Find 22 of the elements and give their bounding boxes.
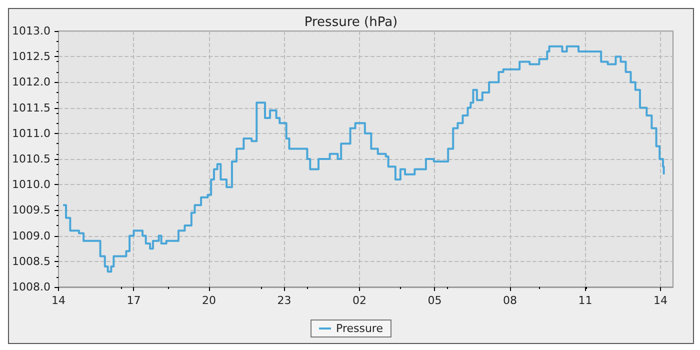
x-tick-label: 14 <box>51 294 66 307</box>
x-tick-label: 14 <box>653 294 668 307</box>
x-tick-label: 23 <box>277 294 292 307</box>
y-tick-label: 1012.5 <box>12 50 50 64</box>
y-tick-label: 1009.5 <box>12 204 50 217</box>
y-tick-label: 1009.0 <box>12 229 50 242</box>
y-tick-label: 1010.5 <box>12 152 50 166</box>
x-tick-label: 02 <box>352 294 366 307</box>
x-tick-label: 05 <box>428 294 442 307</box>
y-tick-label: 1008.5 <box>12 254 50 268</box>
y-tick-label: 1011.5 <box>12 101 50 114</box>
y-tick-label: 1012.0 <box>12 76 50 89</box>
y-tick-label: 1008.0 <box>12 280 50 294</box>
x-tick-label: 20 <box>202 294 216 307</box>
x-tick-label: 11 <box>578 294 592 307</box>
chart-title: Pressure (hPa) <box>304 15 398 30</box>
legend-label: Pressure <box>336 322 384 335</box>
y-tick-label: 1011.0 <box>12 126 50 140</box>
x-tick-label: 17 <box>126 294 141 307</box>
x-tick-label: 08 <box>502 294 517 307</box>
y-tick-label: 1010.0 <box>12 178 50 192</box>
y-tick-label: 1013.0 <box>12 24 50 38</box>
